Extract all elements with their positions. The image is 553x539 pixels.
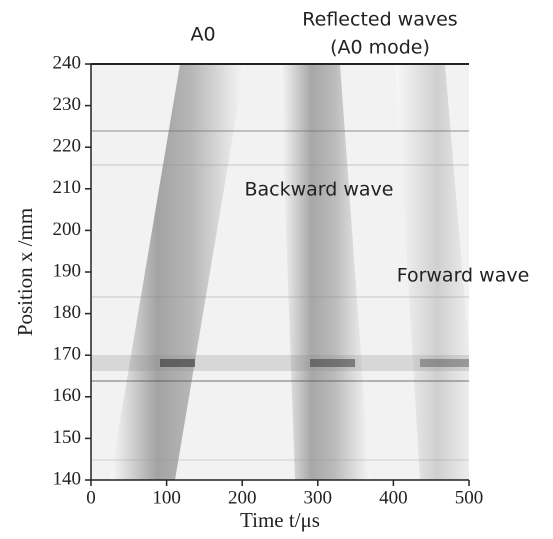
x-tick-label: 200 [228, 487, 257, 508]
y-tick-label: 240 [53, 52, 82, 73]
annotation: Backward wave [244, 179, 393, 201]
x-axis-label: Time t/μs [240, 508, 320, 532]
y-tick-label: 200 [53, 219, 82, 240]
y-tick-label: 170 [53, 344, 82, 365]
y-axis-label: Position x /mm [13, 208, 37, 336]
y-tick-label: 210 [53, 177, 82, 198]
x-tick-label: 500 [455, 487, 484, 508]
y-tick-label: 160 [53, 385, 82, 406]
annotation: (A0 mode) [330, 37, 430, 59]
annotation: Reflected waves [302, 9, 457, 31]
x-tick-label: 400 [379, 487, 408, 508]
y-tick-label: 140 [53, 468, 82, 489]
y-tick-label: 190 [53, 260, 82, 281]
x-tick-label: 0 [86, 487, 96, 508]
y-tick-label: 180 [53, 302, 82, 323]
y-tick-label: 150 [53, 427, 82, 448]
x-tick-label: 100 [152, 487, 181, 508]
y-tick-label: 220 [53, 136, 82, 157]
bscan-image [91, 64, 469, 480]
annotation: A0 [190, 24, 215, 46]
annotation: Forward wave [397, 265, 530, 287]
x-tick-label: 300 [304, 487, 333, 508]
y-tick-label: 230 [53, 94, 82, 115]
